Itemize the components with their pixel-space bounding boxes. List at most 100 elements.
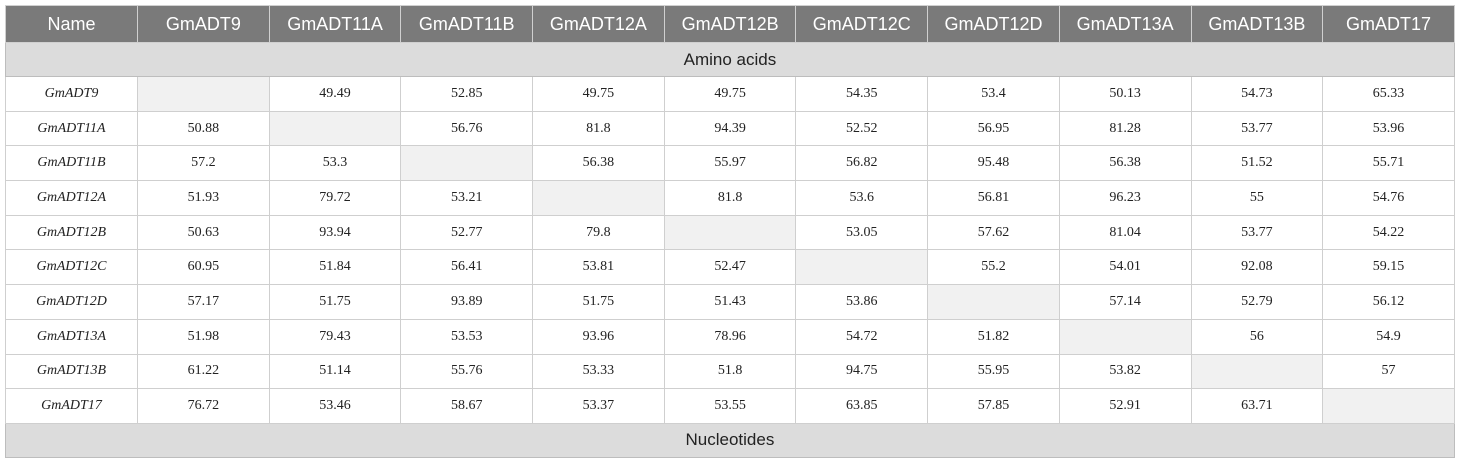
table-cell: 55.76	[400, 353, 534, 390]
table-cell: 53.77	[1190, 110, 1324, 147]
row-label: GmADT11A	[5, 110, 138, 147]
diagonal-cell	[663, 214, 797, 251]
table-cell: 53.33	[532, 353, 665, 390]
table-cell: 51.98	[137, 318, 270, 355]
diagonal-cell	[137, 76, 270, 112]
table-cell: 55.97	[663, 145, 797, 182]
table-cell: 79.43	[268, 318, 402, 355]
table-cell: 53.46	[268, 388, 402, 424]
table-cell: 52.52	[795, 110, 929, 147]
diagonal-cell	[268, 110, 402, 147]
table-cell: 53.37	[532, 388, 665, 424]
row-label: GmADT11B	[5, 145, 138, 182]
table-cell: 53.55	[663, 388, 797, 424]
table-cell: 55	[1190, 180, 1324, 216]
table-cell: 54.35	[795, 76, 929, 112]
table-cell: 81.28	[1058, 110, 1192, 147]
table-cell: 79.8	[532, 214, 665, 251]
diagonal-cell	[795, 249, 929, 286]
table-cell: 53.81	[532, 249, 665, 286]
table-cell: 57.2	[137, 145, 270, 182]
table-cell: 54.01	[1058, 249, 1192, 286]
table-cell: 51.82	[927, 318, 1060, 355]
table-row: GmADT9 49.49 52.85 49.75 49.75 54.35 53.4 50.13…	[5, 76, 1455, 112]
table-cell: 54.9	[1322, 318, 1455, 355]
table-cell: 53.3	[268, 145, 402, 182]
table-cell: 56.12	[1322, 284, 1455, 320]
diagonal-cell	[532, 180, 665, 216]
table-row: GmADT12C 60.95 51.84 56.41 53.81 52.47 55.2 54.…	[5, 249, 1455, 286]
table-cell: 53.82	[1058, 353, 1192, 390]
table-cell: 56.38	[1058, 145, 1192, 182]
table-cell: 53.6	[795, 180, 929, 216]
header-row: Name GmADT9 GmADT11A GmADT11B GmADT12A G…	[5, 5, 1455, 43]
column-header-gmadt17: GmADT17	[1322, 5, 1455, 43]
section-row-amino-acids: Amino acids	[5, 42, 1455, 77]
table-cell: 93.94	[268, 214, 402, 251]
table-cell: 92.08	[1190, 249, 1324, 286]
table-cell: 52.79	[1190, 284, 1324, 320]
table-cell: 53.86	[795, 284, 929, 320]
table-cell: 50.88	[137, 110, 270, 147]
table-cell: 81.8	[532, 110, 665, 147]
diagonal-cell	[927, 284, 1060, 320]
column-header-gmadt11b: GmADT11B	[400, 5, 534, 43]
table-cell: 54.72	[795, 318, 929, 355]
table-cell: 53.21	[400, 180, 534, 216]
table-cell: 52.77	[400, 214, 534, 251]
table-cell: 53.53	[400, 318, 534, 355]
table-cell: 78.96	[663, 318, 797, 355]
table-cell: 56	[1190, 318, 1324, 355]
table-cell: 55.71	[1322, 145, 1455, 182]
table-cell: 49.75	[532, 76, 665, 112]
diagonal-cell	[400, 145, 534, 182]
diagonal-cell	[1058, 318, 1192, 355]
table-cell: 55.2	[927, 249, 1060, 286]
table-cell: 57.14	[1058, 284, 1192, 320]
table-row: GmADT13A 51.98 79.43 53.53 93.96 78.96 54.72 51…	[5, 318, 1455, 355]
table-cell: 63.85	[795, 388, 929, 424]
table-row: GmADT17 76.72 53.46 58.67 53.37 53.55 63.85 57.…	[5, 388, 1455, 424]
table-cell: 54.76	[1322, 180, 1455, 216]
table-cell: 56.95	[927, 110, 1060, 147]
table-cell: 49.75	[663, 76, 797, 112]
table-row: GmADT11B 57.2 53.3 56.38 55.97 56.82 95.48 56.3…	[5, 145, 1455, 182]
column-header-gmadt11a: GmADT11A	[268, 5, 402, 43]
table-row: GmADT11A 50.88 56.76 81.8 94.39 52.52 56.95 81.…	[5, 110, 1455, 147]
table-cell: 95.48	[927, 145, 1060, 182]
column-header-gmadt12b: GmADT12B	[663, 5, 797, 43]
row-label: GmADT9	[5, 76, 138, 112]
table-cell: 79.72	[268, 180, 402, 216]
table-cell: 52.85	[400, 76, 534, 112]
table-cell: 51.75	[268, 284, 402, 320]
table-cell: 93.89	[400, 284, 534, 320]
row-label: GmADT12D	[5, 284, 138, 320]
table-cell: 50.63	[137, 214, 270, 251]
table-cell: 57.62	[927, 214, 1060, 251]
row-label: GmADT12B	[5, 214, 138, 251]
table-cell: 51.8	[663, 353, 797, 390]
table-cell: 57	[1322, 353, 1455, 390]
table-row: GmADT13B 61.22 51.14 55.76 53.33 51.8 94.75 55.…	[5, 353, 1455, 390]
table-cell: 56.41	[400, 249, 534, 286]
table-cell: 51.84	[268, 249, 402, 286]
identity-table-container: Name GmADT9 GmADT11A GmADT11B GmADT12A G…	[5, 5, 1455, 458]
table-cell: 57.17	[137, 284, 270, 320]
table-cell: 52.91	[1058, 388, 1192, 424]
table-cell: 94.75	[795, 353, 929, 390]
table-row: GmADT12D 57.17 51.75 93.89 51.75 51.43 53.86 57…	[5, 284, 1455, 320]
table-cell: 56.38	[532, 145, 665, 182]
row-label: GmADT13B	[5, 353, 138, 390]
table-cell: 56.82	[795, 145, 929, 182]
table-cell: 51.14	[268, 353, 402, 390]
table-cell: 61.22	[137, 353, 270, 390]
diagonal-cell	[1322, 388, 1455, 424]
table-cell: 50.13	[1058, 76, 1192, 112]
table-cell: 51.93	[137, 180, 270, 216]
table-cell: 53.05	[795, 214, 929, 251]
table-cell: 81.8	[663, 180, 797, 216]
row-label: GmADT17	[5, 388, 138, 424]
table-cell: 55.95	[927, 353, 1060, 390]
diagonal-cell	[1190, 353, 1324, 390]
table-cell: 54.73	[1190, 76, 1324, 112]
